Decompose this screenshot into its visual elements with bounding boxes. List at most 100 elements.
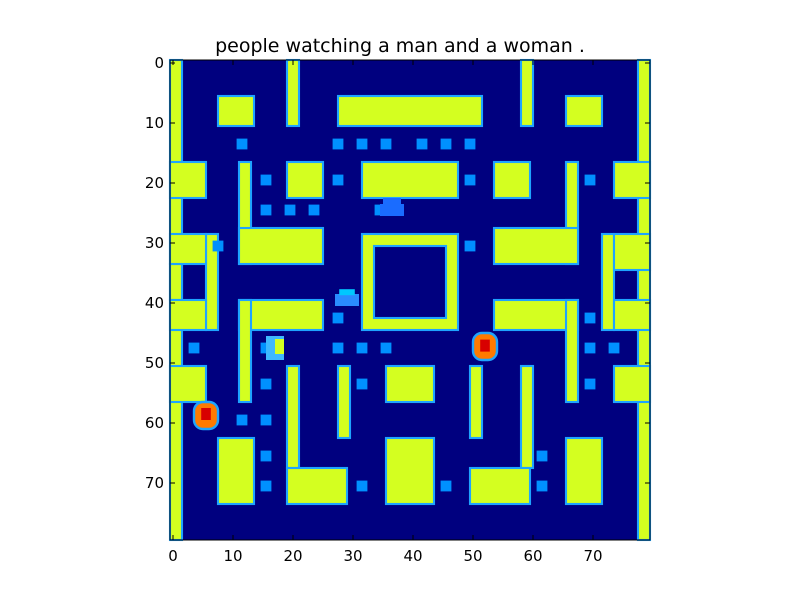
pellet [356, 138, 368, 150]
wall-block [360, 160, 460, 200]
x-tick-label: 50 [463, 547, 482, 565]
wall-block [216, 94, 256, 128]
pellet [260, 204, 272, 216]
y-axis-ticks: 0 10 20 30 40 50 60 70 [145, 54, 650, 492]
pellet [416, 138, 428, 150]
wall-block [336, 94, 484, 128]
pellet [260, 378, 272, 390]
x-tick-label: 0 [168, 547, 178, 565]
wall-block [600, 232, 616, 332]
pellet [536, 480, 548, 492]
pellet [374, 204, 386, 216]
ghost-sprite-small [380, 198, 404, 216]
wall-block [384, 436, 436, 506]
pellet [236, 138, 248, 150]
pellet [464, 240, 476, 252]
pellet [440, 480, 452, 492]
pellet [308, 204, 320, 216]
wall-block [285, 160, 325, 200]
x-axis-ticks: 0 10 20 30 40 50 60 70 [168, 60, 603, 565]
pellet [212, 240, 224, 252]
wall-block [468, 466, 532, 506]
pellet [608, 342, 620, 354]
pellet [440, 138, 452, 150]
pellet [236, 414, 248, 426]
x-tick-label: 30 [343, 547, 362, 565]
pacman-sprite [335, 289, 359, 306]
wall-block [519, 364, 535, 470]
wall-block [564, 436, 604, 506]
wall-block [519, 58, 535, 128]
pellet [464, 138, 476, 150]
wall-block [285, 364, 301, 470]
wall-block [216, 436, 256, 506]
ghost-sprite-player [266, 336, 284, 360]
wall-block [168, 298, 208, 332]
ghost-sprite-left [192, 400, 220, 431]
y-tick-label: 50 [145, 354, 164, 372]
pellet [332, 342, 344, 354]
pellet [260, 480, 272, 492]
x-tick-label: 20 [283, 547, 302, 565]
wall-block [168, 262, 184, 302]
pellet [188, 342, 200, 354]
ghost-sprite-right [471, 331, 499, 362]
pellet [284, 204, 296, 216]
wall-block [564, 298, 580, 404]
wall-block [285, 58, 301, 128]
pellet [260, 450, 272, 462]
pellet [584, 378, 596, 390]
wall-block [612, 298, 652, 332]
wall-block [384, 364, 436, 404]
wall-block [285, 466, 349, 506]
pellet [380, 138, 392, 150]
wall-block [237, 226, 325, 266]
pellet [584, 312, 596, 324]
axes-frame [169, 59, 651, 541]
ghost-house-interior [372, 244, 448, 320]
wall-block [168, 364, 208, 404]
pellet [584, 342, 596, 354]
wall-block [468, 364, 484, 440]
y-tick-label: 40 [145, 294, 164, 312]
pellet [260, 174, 272, 186]
pellet [332, 174, 344, 186]
wall-block [204, 232, 220, 332]
x-tick-label: 70 [583, 547, 602, 565]
y-tick-label: 30 [145, 234, 164, 252]
figure-title: people watching a man and a woman . [215, 35, 585, 57]
wall-block [492, 226, 580, 266]
pellet [356, 378, 368, 390]
y-tick-label: 10 [145, 114, 164, 132]
pellet [380, 342, 392, 354]
pellet [332, 138, 344, 150]
pellet [584, 174, 596, 186]
wall-block [336, 364, 352, 440]
wall-block [492, 160, 532, 200]
y-tick-label: 70 [145, 474, 164, 492]
y-tick-label: 0 [154, 54, 164, 72]
x-tick-label: 60 [523, 547, 542, 565]
wall-block [564, 94, 604, 128]
y-tick-label: 20 [145, 174, 164, 192]
pellet [536, 450, 548, 462]
pellet [356, 342, 368, 354]
wall-block [168, 160, 208, 200]
wall-block [237, 298, 325, 332]
pellet [464, 174, 476, 186]
pellet [332, 312, 344, 324]
y-tick-label: 60 [145, 414, 164, 432]
wall-block [612, 364, 652, 404]
wall-block [237, 298, 253, 404]
wall-block [168, 232, 208, 266]
wall-block [612, 232, 652, 272]
maze-area [168, 58, 652, 542]
x-tick-label: 10 [223, 547, 242, 565]
pellet [260, 414, 272, 426]
maze-walls [168, 58, 652, 542]
pellets-layer [188, 138, 620, 492]
x-tick-label: 40 [403, 547, 422, 565]
wall-block [612, 160, 652, 200]
pellet [356, 480, 368, 492]
